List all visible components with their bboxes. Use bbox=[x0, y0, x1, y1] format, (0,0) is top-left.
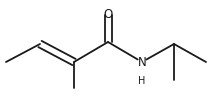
Text: N: N bbox=[138, 56, 146, 69]
Text: O: O bbox=[103, 8, 113, 21]
Text: H: H bbox=[138, 76, 146, 86]
